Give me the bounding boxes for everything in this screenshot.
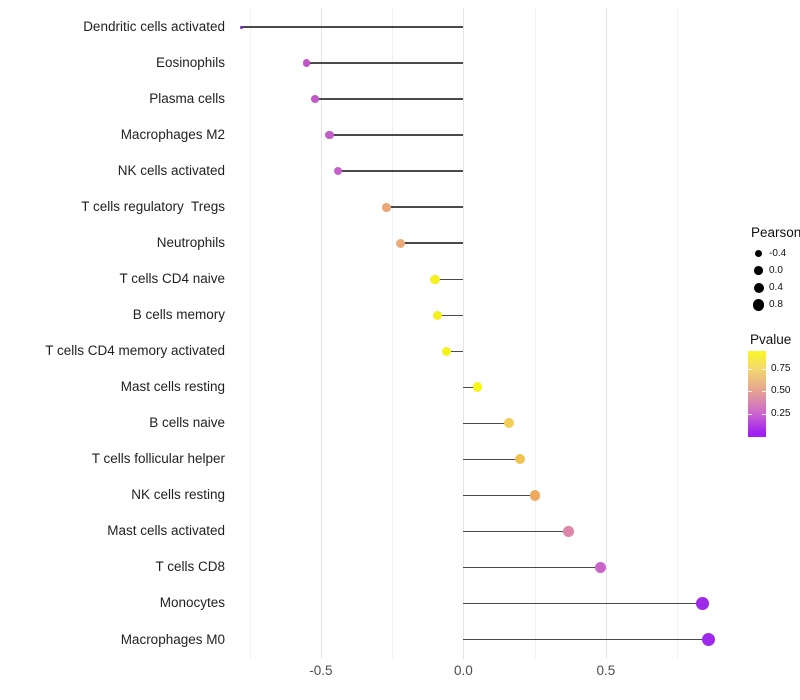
pvalue-bar-tickmark [762, 368, 766, 370]
lollipop-dot [311, 95, 320, 103]
size-legend-dot [754, 266, 763, 276]
size-legend-label: 0.0 [769, 264, 783, 276]
minor-gridline [249, 8, 251, 659]
lollipop-stem [437, 314, 464, 316]
size-legend-dot [753, 282, 764, 293]
y-axis-label: Macrophages M2 [120, 127, 225, 143]
pvalue-bar-tickmark [762, 391, 766, 393]
lollipop-dot [433, 310, 443, 320]
y-axis-label: Eosinophils [155, 55, 225, 71]
major-gridline [463, 8, 465, 659]
lollipop-dot [239, 25, 243, 29]
lollipop-stem [400, 242, 464, 244]
y-axis-label: NK cells resting [131, 487, 225, 503]
lollipop-dot [529, 490, 540, 501]
lollipop-stem [306, 62, 464, 64]
pvalue-gradient-bar [748, 351, 766, 437]
major-gridline [320, 8, 322, 659]
size-legend-label: 0.8 [769, 299, 783, 311]
y-axis-label: T cells follicular helper [91, 451, 225, 467]
lollipop-dot [515, 454, 526, 465]
y-axis-label: NK cells activated [117, 163, 225, 179]
y-axis-label: Mast cells activated [107, 523, 225, 539]
lollipop-stem [463, 422, 509, 425]
y-axis-label: T cells CD4 memory activated [45, 343, 225, 359]
pvalue-bar-tickmark [748, 414, 752, 416]
size-legend-label: 0.4 [769, 281, 783, 293]
lollipop-dot [430, 274, 440, 284]
y-axis-label: Macrophages M0 [120, 631, 225, 647]
y-axis-label: B cells naive [149, 415, 225, 431]
size-legend-title: Pearson [751, 225, 800, 240]
lollipop-stem [446, 350, 464, 352]
size-legend-dot [752, 299, 765, 311]
lollipop-stem [241, 26, 464, 28]
lollipop-dot [594, 561, 606, 574]
x-axis-tick-label: 0.5 [596, 663, 616, 678]
major-gridline [605, 8, 607, 659]
pvalue-bar-tickmark [748, 391, 752, 393]
y-axis-label: Dendritic cells activated [83, 19, 225, 34]
pvalue-bar-tickmark [748, 368, 752, 370]
y-axis-label: T cells regulatory Tregs [81, 199, 225, 215]
y-axis-label: Mast cells resting [120, 379, 225, 395]
lollipop-stem [463, 530, 569, 533]
minor-gridline [392, 8, 394, 659]
lollipop-dot [696, 597, 710, 610]
lollipop-stem [463, 566, 601, 569]
lollipop-stem [338, 170, 464, 172]
lollipop-stem [329, 134, 464, 136]
lollipop-dot [504, 418, 514, 429]
lollipop-dot [333, 166, 343, 176]
lollipop-stem [463, 386, 478, 388]
color-legend-title: Pvalue [750, 332, 792, 347]
lollipop-stem [463, 494, 535, 497]
pvalue-bar-tickmark [762, 414, 766, 416]
lollipop-dot [563, 526, 575, 537]
lollipop-dot [396, 238, 406, 248]
minor-gridline [534, 8, 536, 659]
size-legend-dot [754, 249, 763, 258]
lollipop-dot [325, 130, 334, 140]
pvalue-tick-label: 0.50 [771, 385, 791, 397]
lollipop-stem [386, 206, 464, 208]
pvalue-tick-label: 0.25 [771, 408, 791, 420]
lollipop-dot [472, 382, 483, 393]
minor-gridline [677, 8, 679, 659]
lollipop-stem [434, 278, 464, 280]
lollipop-stem [315, 98, 464, 100]
y-axis-label: Plasma cells [149, 91, 225, 107]
x-axis-tick-label: -0.5 [309, 663, 333, 678]
lollipop-stem [463, 458, 521, 461]
x-axis-tick-label: 0.0 [454, 663, 473, 678]
lollipop-dot [382, 202, 391, 212]
y-axis-label: Neutrophils [156, 235, 225, 251]
pvalue-tick-label: 0.75 [771, 362, 791, 374]
y-axis-label: B cells memory [132, 307, 225, 323]
lollipop-stem [463, 602, 703, 605]
y-axis-label: T cells CD4 naive [119, 271, 225, 287]
plot-panel [230, 8, 732, 659]
size-legend-label: -0.4 [769, 247, 787, 259]
lollipop-dot [441, 346, 451, 356]
lollipop-stem [463, 638, 709, 641]
lollipop-dot [702, 633, 715, 646]
lollipop-dot [302, 59, 311, 67]
y-axis-label: T cells CD8 [155, 559, 225, 575]
y-axis-label: Monocytes [159, 595, 225, 611]
